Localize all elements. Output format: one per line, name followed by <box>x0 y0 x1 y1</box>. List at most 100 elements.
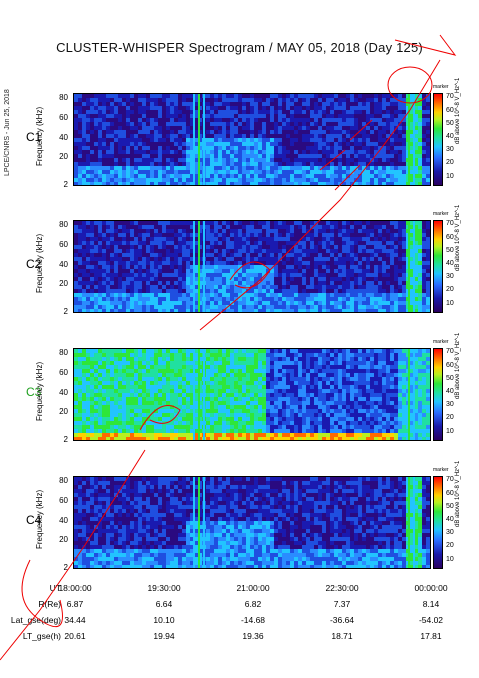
spectrogram-cell <box>338 162 342 166</box>
spectrogram-cell <box>266 178 270 182</box>
spectrogram-cell <box>234 285 238 289</box>
spectrogram-cell <box>154 106 158 110</box>
spectrogram-cell <box>174 114 178 118</box>
spectrogram-cell <box>150 249 154 253</box>
spectrogram-cell <box>338 106 342 110</box>
spectrogram-cell <box>138 401 142 405</box>
spectrogram-cell <box>194 277 198 281</box>
spectrogram-cell <box>382 146 386 150</box>
spectrogram-cell <box>262 261 266 265</box>
spectrogram-cell <box>98 122 102 126</box>
y-tick-label: 60 <box>59 240 68 249</box>
spectrogram-cell <box>346 221 350 225</box>
spectrogram-cell <box>98 381 102 385</box>
spectrogram-cell <box>278 182 282 185</box>
spectrogram-cell <box>214 377 218 381</box>
spectrogram-cell <box>322 182 326 185</box>
spectrogram-cell <box>74 405 78 409</box>
spectrogram-cell <box>110 233 114 237</box>
spectrogram-cell <box>146 174 150 178</box>
spectrogram-cell <box>146 158 150 162</box>
spectrogram-cell <box>278 273 282 277</box>
spectrogram-cell <box>322 126 326 130</box>
spectrogram-cell <box>114 94 118 98</box>
spectrogram-cell <box>334 166 338 170</box>
spectrogram-cell <box>302 269 306 273</box>
spectrogram-cell <box>298 285 302 289</box>
spectrogram-cell <box>78 94 82 98</box>
spectrogram-cell <box>206 98 210 102</box>
spectrogram-cell <box>138 397 142 401</box>
spectrogram-cell <box>150 166 154 170</box>
spectrogram-cell <box>342 309 346 312</box>
spectrogram-cell <box>382 114 386 118</box>
spectrogram-cell <box>310 269 314 273</box>
spectrogram-cell <box>186 309 190 312</box>
spectrogram-cell <box>382 182 386 185</box>
spectrogram-cell <box>142 229 146 233</box>
spectrogram-cell <box>318 297 322 301</box>
spectrogram-cell <box>98 433 102 437</box>
spectrogram-cell <box>334 269 338 273</box>
spectrogram-cell <box>214 221 218 225</box>
spectrogram-cell <box>314 126 318 130</box>
spectrogram-cell <box>206 130 210 134</box>
spectrogram-cell <box>418 138 422 142</box>
spectrogram-cell <box>374 281 378 285</box>
spectrogram-cell <box>206 261 210 265</box>
spectrogram-cell <box>94 182 98 185</box>
spectrogram-cell <box>310 261 314 265</box>
spectrogram-cell <box>206 102 210 106</box>
spectrogram-cell <box>138 170 142 174</box>
spectrogram-cell <box>190 297 194 301</box>
spectrogram-cell <box>122 146 126 150</box>
spectrogram-cell <box>146 253 150 257</box>
spectrogram-cell <box>354 106 358 110</box>
spectrogram-cell <box>286 221 290 225</box>
spectrogram-cell <box>182 417 186 421</box>
spectrogram-cell <box>158 425 162 429</box>
spectrogram-cell <box>86 174 90 178</box>
spectrogram-cell <box>126 154 130 158</box>
spectrogram-cell <box>162 273 166 277</box>
spectrogram-cell <box>302 142 306 146</box>
spectrogram-cell <box>326 229 330 233</box>
spectrogram-cell <box>94 150 98 154</box>
spectrogram-cell <box>190 281 194 285</box>
spectrogram-cell <box>374 126 378 130</box>
spectrogram-cell <box>162 405 166 409</box>
spectrogram-cell <box>234 289 238 293</box>
spectrogram-cell <box>302 182 306 185</box>
spectrogram-cell <box>134 281 138 285</box>
spectrogram-cell <box>78 357 82 361</box>
spectrogram-cell <box>206 249 210 253</box>
spectrogram-cell <box>178 253 182 257</box>
spectrogram-cell <box>398 162 402 166</box>
spectrogram-cell <box>254 138 258 142</box>
spectrogram-cell <box>158 102 162 106</box>
spectrogram-cell <box>130 293 134 297</box>
spectrogram-cell <box>298 269 302 273</box>
spectrogram-cell <box>138 94 142 98</box>
spectrogram-cell <box>138 237 142 241</box>
spectrogram-cell <box>118 289 122 293</box>
spectrogram-cell <box>106 178 110 182</box>
spectrogram-cell <box>98 353 102 357</box>
spectrogram-cell <box>194 293 198 297</box>
spectrogram-cell <box>286 174 290 178</box>
spectrogram-cell <box>122 102 126 106</box>
spectrogram-cell <box>278 233 282 237</box>
spectrogram-cell <box>106 413 110 417</box>
spectrogram-cell <box>418 134 422 138</box>
spectrogram-cell <box>214 166 218 170</box>
spectrogram-cell <box>86 369 90 373</box>
spectrogram-cell <box>354 182 358 185</box>
spectrogram-cell <box>194 154 198 158</box>
spectrogram-cell <box>274 182 278 185</box>
spectrogram-cell <box>154 182 158 185</box>
spectrogram-cell <box>238 253 242 257</box>
spectrogram-cell <box>78 265 82 269</box>
spectrogram-cell <box>102 98 106 102</box>
spectrogram-cell <box>314 114 318 118</box>
spectrogram-cell <box>110 146 114 150</box>
